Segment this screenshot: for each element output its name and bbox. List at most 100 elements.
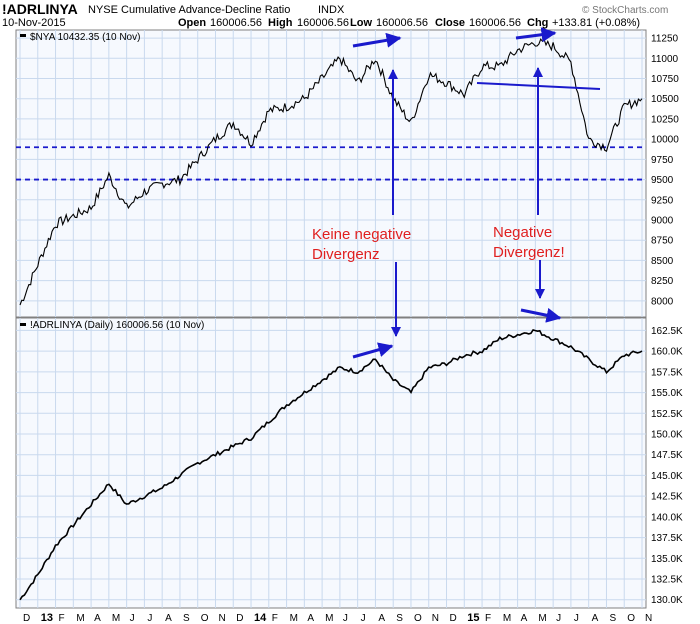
bottom-y-tick-label: 137.5K — [651, 533, 683, 544]
right-annotation-line1: Negative — [493, 224, 552, 241]
top-y-tick-label: 10750 — [651, 74, 679, 85]
x-tick-label: F — [59, 613, 65, 624]
bottom-right-trend-arrow — [520, 307, 562, 323]
x-tick-label: A — [165, 613, 172, 624]
annotation-arrows — [352, 27, 601, 359]
x-tick-label: S — [183, 613, 190, 624]
bottom-y-tick-label: 150.0K — [651, 430, 683, 441]
left-annotation-line1: Keine negative — [312, 226, 411, 243]
x-tick-label: O — [627, 613, 635, 624]
bottom-y-tick-label: 142.5K — [651, 492, 683, 503]
low-value: 160006.56 — [376, 17, 428, 29]
x-tick-label: A — [94, 613, 101, 624]
right-annotation-line2: Divergenz! — [493, 244, 565, 261]
top-y-tick-label: 8250 — [651, 276, 674, 287]
x-tick-label: D — [236, 613, 243, 624]
x-tick-label: A — [592, 613, 599, 624]
top-y-tick-label: 8000 — [651, 296, 674, 307]
x-tick-label: A — [521, 613, 528, 624]
x-tick-label: N — [218, 613, 225, 624]
top-y-tick-label: 11250 — [651, 34, 679, 45]
top-panel-grid — [16, 30, 646, 317]
top-left-trend-arrow — [352, 32, 402, 48]
x-tick-label: N — [432, 613, 439, 624]
brand-label: © StockCharts.com — [582, 5, 668, 16]
x-tick-label: O — [414, 613, 422, 624]
x-axis: D 13 F M A M J J A S O N D 14 F M A M J J A S O N D 15 F M A M J J A S O N — [23, 612, 652, 624]
x-tick-label: S — [396, 613, 403, 624]
bottom-y-axis: 162.5K 160.0K 157.5K 155.0K 152.5K 150.0K 147.… — [651, 326, 683, 606]
left-annotation-line2: Divergenz — [312, 246, 380, 263]
top-y-tick-label: 9750 — [651, 155, 674, 166]
x-tick-label: J — [343, 613, 348, 624]
x-tick-label: F — [485, 613, 491, 624]
chg-label: Chg — [527, 17, 548, 29]
bottom-y-tick-label: 147.5K — [651, 450, 683, 461]
x-tick-label: A — [307, 613, 314, 624]
x-tick-label: M — [503, 613, 511, 624]
top-y-tick-label: 10500 — [651, 94, 679, 105]
bottom-y-tick-label: 140.0K — [651, 512, 683, 523]
x-tick-label: D — [23, 613, 30, 624]
x-tick-label: F — [272, 613, 278, 624]
x-tick-label: J — [147, 613, 152, 624]
ticker-exchange: INDX — [318, 4, 345, 16]
bottom-y-tick-label: 132.5K — [651, 575, 683, 586]
bottom-y-tick-label: 157.5K — [651, 367, 683, 378]
bottom-left-trend-arrow — [352, 342, 394, 359]
x-tick-label: M — [290, 613, 298, 624]
dashed-levels — [16, 146, 646, 181]
x-tick-label: J — [556, 613, 561, 624]
bottom-legend-swatch — [20, 323, 26, 326]
x-tick-label: 13 — [41, 612, 53, 624]
x-tick-label: M — [76, 613, 84, 624]
bottom-y-tick-label: 160.0K — [651, 347, 683, 358]
open-label: Open — [178, 17, 206, 29]
top-right-trend-arrow — [515, 27, 557, 43]
bottom-y-tick-label: 135.0K — [651, 554, 683, 565]
top-y-tick-label: 10000 — [651, 135, 679, 146]
close-value: 160006.56 — [469, 17, 521, 29]
bottom-y-tick-label: 130.0K — [651, 595, 683, 606]
ticker-name: NYSE Cumulative Advance-Decline Ratio — [88, 4, 290, 16]
top-y-tick-label: 10250 — [651, 114, 679, 125]
quote-date: 10-Nov-2015 — [2, 17, 66, 29]
close-label: Close — [435, 17, 465, 29]
x-tick-label: 15 — [467, 612, 479, 624]
top-y-axis: 11250 11000 10750 10500 10250 10000 9750 9500 92… — [651, 34, 679, 308]
ticker-symbol: !ADRLINYA — [2, 1, 78, 17]
low-label: Low — [350, 17, 372, 29]
x-tick-label: S — [609, 613, 616, 624]
top-panel — [15, 29, 647, 318]
bottom-y-tick-label: 152.5K — [651, 409, 683, 420]
x-tick-label: 14 — [254, 612, 267, 624]
top-legend-text: $NYA 10432.35 (10 Nov) — [30, 32, 140, 43]
ad-series-line — [19, 328, 643, 601]
x-tick-label: M — [112, 613, 120, 624]
nya-series-line — [19, 38, 643, 306]
top-y-tick-label: 11000 — [651, 54, 679, 65]
high-value: 160006.56 — [297, 17, 349, 29]
bottom-y-tick-label: 145.0K — [651, 471, 683, 482]
bottom-panel — [15, 317, 647, 609]
x-tick-label: M — [325, 613, 333, 624]
open-value: 160006.56 — [210, 17, 262, 29]
bottom-y-tick-label: 155.0K — [651, 388, 683, 399]
x-tick-label: J — [361, 613, 366, 624]
top-legend: $NYA 10432.35 (10 Nov) — [20, 32, 140, 43]
bottom-legend-text: !ADRLINYA (Daily) 160006.56 (10 Nov) — [30, 320, 204, 331]
bottom-legend: !ADRLINYA (Daily) 160006.56 (10 Nov) — [20, 320, 204, 331]
x-tick-label: J — [574, 613, 579, 624]
x-tick-label: D — [450, 613, 457, 624]
top-y-tick-label: 9250 — [651, 195, 674, 206]
x-tick-label: N — [645, 613, 652, 624]
x-tick-label: M — [538, 613, 546, 624]
top-y-tick-label: 8500 — [651, 256, 674, 267]
top-y-tick-label: 9000 — [651, 215, 674, 226]
x-tick-label: A — [378, 613, 385, 624]
top-legend-swatch — [20, 34, 26, 37]
top-y-tick-label: 8750 — [651, 236, 674, 247]
x-tick-label: O — [201, 613, 209, 624]
